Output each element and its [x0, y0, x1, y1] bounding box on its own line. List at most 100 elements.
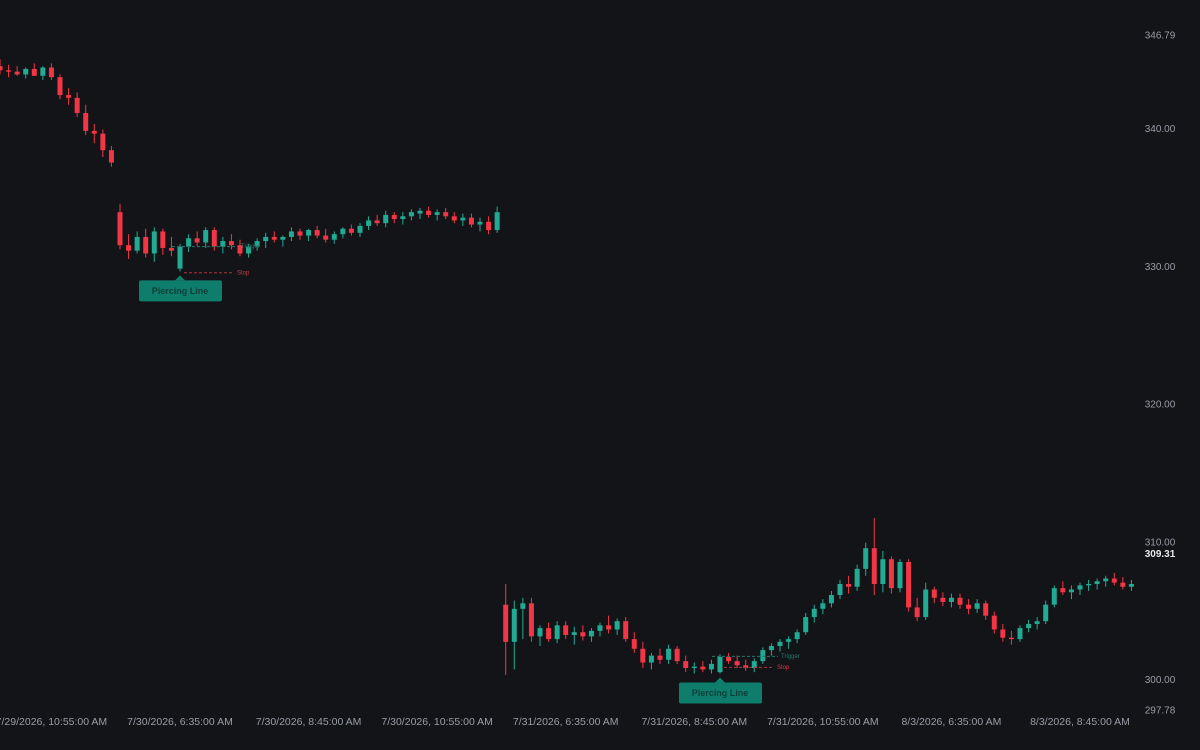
candle-body [957, 597, 963, 605]
candle-body [203, 230, 209, 243]
candle-body [657, 655, 663, 660]
candle-body [271, 236, 277, 240]
y-tick-label: 310.00 [1145, 537, 1176, 548]
candle-body [31, 68, 37, 76]
candle-body [1103, 578, 1109, 582]
candle-body [160, 231, 166, 248]
y-tick-label: 297.78 [1145, 706, 1176, 717]
badge-pointer [715, 677, 725, 683]
candle-body [854, 568, 860, 587]
candle-body [14, 71, 20, 75]
candle-body [426, 210, 432, 215]
candle-body [228, 241, 234, 246]
candle-body [580, 632, 586, 637]
candle-body [983, 603, 989, 616]
last-price-label: 309.31 [1145, 549, 1176, 560]
y-tick-label: 330.00 [1145, 262, 1176, 273]
x-tick-label: 8/3/2026, 8:45:00 AM [1030, 716, 1130, 728]
x-tick-label: 7/29/2026, 10:55:00 AM [0, 716, 107, 728]
candle-body [803, 617, 809, 633]
y-tick-label: 320.00 [1145, 400, 1176, 411]
x-tick-label: 7/31/2026, 10:55:00 AM [767, 716, 879, 728]
candle-body [468, 217, 474, 225]
x-tick-label: 7/30/2026, 8:45:00 AM [256, 716, 362, 728]
candle-body [134, 236, 140, 251]
x-tick-label: 8/3/2026, 6:35:00 AM [902, 716, 1002, 728]
candle-body [888, 559, 894, 589]
candle-body [880, 559, 886, 585]
candle-body [606, 625, 612, 630]
candle-body [1086, 584, 1092, 586]
candle-body [254, 241, 260, 247]
x-tick-label: 7/31/2026, 6:35:00 AM [513, 716, 619, 728]
candle-body [348, 228, 354, 233]
candle-body [151, 231, 157, 254]
candle-body [503, 604, 509, 642]
candle-body [417, 210, 423, 214]
candle-body [451, 216, 457, 221]
candle-body [1068, 589, 1074, 593]
candle-body [897, 561, 903, 589]
candle-body [648, 655, 654, 663]
candle-body [297, 231, 303, 236]
candle-body [768, 645, 774, 651]
candle-body [528, 603, 534, 637]
candle-body [623, 621, 629, 640]
candle-body [1043, 604, 1049, 622]
candle-body [0, 66, 3, 71]
candle-body [6, 70, 12, 72]
candle-body [631, 639, 637, 649]
candle-body [408, 212, 414, 217]
y-tick-label: 340.00 [1145, 124, 1176, 135]
candle-body [948, 597, 954, 602]
candle-body [40, 67, 46, 76]
candle-body [48, 67, 54, 78]
candle-body [246, 246, 252, 254]
badge-pointer [175, 275, 185, 281]
candle-body [383, 214, 389, 224]
trigger-label: Trigger [241, 244, 260, 250]
candle-body [760, 650, 766, 662]
candle-body [263, 236, 269, 242]
candle-body [520, 603, 526, 609]
candle-body [1094, 581, 1100, 585]
candle-body [391, 214, 397, 220]
candle-body [74, 97, 80, 113]
candle-body [477, 221, 483, 225]
candle-body [374, 220, 380, 224]
candle-body [177, 246, 183, 269]
candle-body [194, 238, 200, 243]
candle-body [83, 112, 89, 131]
candle-body [57, 77, 63, 96]
candle-body [734, 661, 740, 666]
x-tick-label: 7/30/2026, 10:55:00 AM [381, 716, 493, 728]
candle-body [588, 630, 594, 637]
candle-body [117, 212, 123, 246]
candle-body [357, 225, 363, 233]
candle-body [974, 603, 980, 609]
candle-body [966, 604, 972, 609]
candle-body [863, 548, 869, 569]
candle-body [1077, 585, 1083, 590]
candle-body [546, 628, 552, 640]
candle-body [340, 228, 346, 235]
candle-body [1017, 628, 1023, 640]
candle-body [743, 665, 749, 669]
candle-body [280, 236, 286, 240]
candle-body [871, 548, 877, 585]
candle-body [794, 632, 800, 640]
candle-body [23, 68, 29, 75]
candle-body [100, 133, 106, 151]
candle-body [537, 628, 543, 637]
candle-body [700, 666, 706, 670]
candle-body [66, 95, 72, 98]
candle-body [1026, 623, 1032, 629]
candle-body [434, 212, 440, 215]
candle-body [1111, 578, 1117, 583]
candle-body [400, 216, 406, 220]
trigger-label: Trigger [781, 654, 800, 660]
candle-body [991, 615, 997, 630]
candle-body [931, 589, 937, 598]
candle-body [237, 245, 243, 254]
overlay: 297.78 300.00 310.00 320.00 330.00 340.00 346.… [0, 31, 1176, 728]
